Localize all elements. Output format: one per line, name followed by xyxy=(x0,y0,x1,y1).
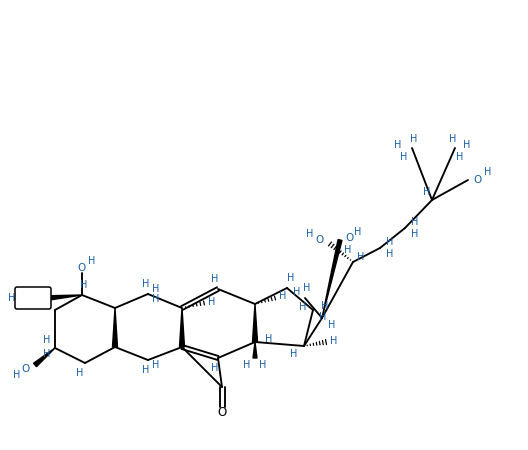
Polygon shape xyxy=(48,295,82,300)
Text: H: H xyxy=(463,140,470,150)
Text: H: H xyxy=(152,294,159,304)
Text: H: H xyxy=(13,370,21,380)
Text: H: H xyxy=(211,274,219,284)
Text: H: H xyxy=(484,167,492,177)
Text: H: H xyxy=(290,349,298,359)
Text: O: O xyxy=(474,175,482,185)
Text: H: H xyxy=(319,312,327,322)
Text: H: H xyxy=(80,280,88,290)
Text: H: H xyxy=(411,217,419,227)
Text: H: H xyxy=(279,291,287,301)
Text: H: H xyxy=(299,302,307,312)
Text: H: H xyxy=(386,237,394,247)
Text: H: H xyxy=(357,252,365,262)
Polygon shape xyxy=(252,304,258,342)
Text: Abs: Abs xyxy=(25,293,41,302)
Text: H: H xyxy=(152,284,159,294)
Text: H: H xyxy=(400,152,408,162)
Text: H: H xyxy=(394,140,402,150)
Text: H: H xyxy=(410,134,418,144)
Text: H: H xyxy=(411,229,419,239)
Text: O: O xyxy=(78,263,86,273)
Text: H: H xyxy=(386,249,394,259)
Text: H: H xyxy=(43,335,51,345)
Text: H: H xyxy=(41,301,49,311)
Text: H: H xyxy=(456,152,464,162)
Text: O: O xyxy=(316,235,324,245)
Polygon shape xyxy=(180,308,184,347)
Polygon shape xyxy=(34,348,55,367)
Text: H: H xyxy=(423,187,431,197)
Text: H: H xyxy=(331,336,338,346)
Text: H: H xyxy=(152,360,159,370)
Text: H: H xyxy=(259,360,267,370)
Text: H: H xyxy=(243,360,251,370)
Text: H: H xyxy=(77,368,83,378)
Text: H: H xyxy=(287,273,295,283)
Text: H: H xyxy=(143,365,149,375)
Text: H: H xyxy=(43,349,51,359)
Text: H: H xyxy=(328,320,336,330)
Text: O: O xyxy=(346,233,354,243)
Text: O: O xyxy=(22,364,30,374)
Text: H: H xyxy=(449,134,457,144)
FancyBboxPatch shape xyxy=(15,287,51,309)
Text: H: H xyxy=(344,245,352,255)
Text: H: H xyxy=(143,279,149,289)
Polygon shape xyxy=(112,308,118,347)
Text: O: O xyxy=(218,405,227,418)
Text: H: H xyxy=(211,363,219,373)
Text: H: H xyxy=(322,301,329,311)
Text: H: H xyxy=(209,297,215,307)
Text: H: H xyxy=(354,227,362,237)
Polygon shape xyxy=(253,342,257,358)
Text: H: H xyxy=(303,283,310,293)
Text: H: H xyxy=(8,293,16,303)
Text: H: H xyxy=(265,334,272,344)
Text: H: H xyxy=(294,287,300,297)
Text: H: H xyxy=(306,229,314,239)
Text: H: H xyxy=(88,256,96,266)
Polygon shape xyxy=(322,239,342,318)
